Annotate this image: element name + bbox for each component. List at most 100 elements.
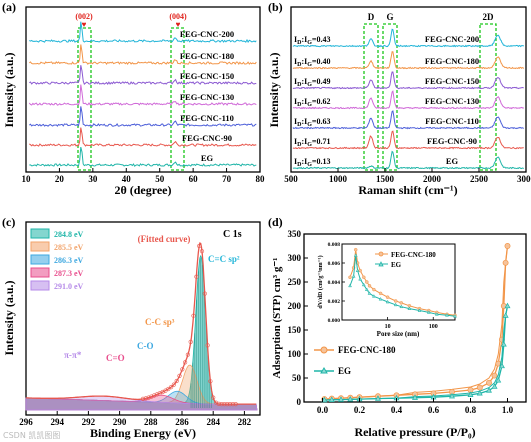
xrd-xtick-label: 50 [155,174,165,184]
xrd-line-feg-cnc-180 [29,44,257,66]
peak-002-highlight [77,27,92,171]
psd-point-eg [407,306,412,310]
psd-point-eg [367,291,372,295]
psd-point-eg [351,274,356,278]
bet-ytick-label: 50 [292,373,302,383]
xps-legend-label-284-8-ev: 284.8 eV [54,230,84,239]
ratio-label-feg-cnc-130: ID:IG=0.62 [294,97,330,108]
panel-b-xlabel: Raman shift (cm⁻¹) [358,183,457,197]
peak-002-label: (002) [75,12,93,21]
xps-xtick-label: 286 [175,417,189,427]
raman-label-feg-cnc-200: FEG-CNC-200 [425,34,479,44]
isotherm-point-eg [502,312,509,318]
panel-d-ylabel: Adsorption (STP) cm³ g⁻¹ [271,258,283,379]
xps-data-point [227,402,233,407]
psd-point-feg-cnc-180 [348,275,352,280]
xps-legend-label-285-5-ev: 285.5 eV [54,243,84,252]
bet-xtick-label: 0.2 [354,405,366,415]
panel-c-label: (c) [2,215,15,229]
isotherm-point-feg-cnc-180 [491,372,498,379]
isotherm-point-eg [338,396,344,402]
ratio-label-feg-cnc-150: ID:IG=0.49 [294,77,330,88]
panel-c-ylabel: Intensity (a.u.) [2,280,16,355]
xps-data-point [146,395,151,400]
psd-point-eg [378,296,383,301]
xrd-label-feg-cnc-90: FEG-CNC-90 [182,133,232,143]
xps-data-point [213,400,219,405]
psd-point-feg-cnc-180 [353,247,358,252]
xps-data-point [194,274,199,279]
inset-ylabel: dV/dD (cm³g⁻¹nm⁻¹) [317,255,324,308]
fitted-curve-label: (Fitted curve) [138,234,191,244]
2d-band-label: 2D [483,12,495,22]
isotherm-point-eg [498,362,505,369]
xrd-xtick-label: 20 [55,174,65,184]
xps-data-point [199,249,205,254]
isotherm-point-eg [476,390,483,396]
raman-xtick-label: 2500 [470,174,489,184]
watermark: CSDN 凯凯图图 [3,430,60,440]
xps-data-point [197,243,202,249]
isotherm-point-feg-cnc-180 [476,384,483,391]
xps-data-point [202,291,207,296]
inset-frame [341,243,456,321]
xps-data-point [222,402,227,407]
psd-point-eg [426,310,431,314]
xps-data-point [143,396,148,401]
legend-label-feg-cnc-180: FEG-CNC-180 [338,345,396,355]
psd-point-eg [364,287,369,291]
xrd-line-eg [29,146,257,167]
bet-xtick-label: 0.0 [317,405,329,415]
xps-data-point [211,395,216,400]
psd-point-eg [417,308,422,312]
d-band-label: D [368,12,375,22]
xps-data-point [205,343,210,348]
isotherm-point-eg [347,396,354,402]
psd-point-eg [434,312,439,316]
xps-fitted-curve [26,242,257,405]
xrd-xtick-label: 70 [222,174,232,184]
xps-xtick-label: 292 [82,417,96,427]
panel-a-label: (a) [2,0,16,14]
isotherm-point-eg [449,392,455,399]
panel-d-xlabel: Relative pressure (P/P₀) [354,425,475,439]
psd-ytick-label: 0.008 [328,242,341,248]
psd-point-eg [358,277,363,281]
bet-xtick-label: 1.0 [502,405,514,415]
psd-ytick-label: 0.004 [328,280,341,286]
peak-label-pi-pi: π-π* [64,350,82,360]
xps-data-point [191,313,196,318]
panel-b-label: (b) [268,0,283,14]
psd-point-eg [453,314,457,318]
ratio-label-feg-cnc-180: ID:IG=0.40 [294,57,330,68]
ratio-label-feg-cnc-110: ID:IG=0.63 [294,117,330,128]
psd-point-eg [399,304,404,309]
raman-xtick-label: 1500 [376,174,395,184]
xrd-line-feg-cnc-90 [29,127,257,147]
ratio-label-feg-cnc-90: ID:IG=0.71 [294,137,330,148]
xps-data-point [183,360,188,365]
panel-a-xrd: (002) (004) ♥ ♥ EG FEG-CNC-90 FEG-CNC-110 F… [2,6,265,197]
raman-label-feg-cnc-130: FEG-CNC-130 [425,96,479,106]
xps-data-point [152,393,157,398]
panel-a-xlabel: 2θ (degree) [114,183,171,197]
panel-a-ylabel: Intensity (a.u.) [2,52,16,127]
psd-point-feg-cnc-180 [393,299,398,303]
ratio-label-eg: ID:IG=0.13 [294,157,330,168]
raman-xtick-label: 1000 [329,174,348,184]
xrd-line-feg-cnc-110 [29,106,257,127]
bet-ytick-label: 250 [288,277,302,287]
xps-xtick-label: 282 [238,417,252,427]
xps-data-point [219,402,224,407]
isotherm-point-feg-cnc-180 [504,243,511,249]
xps-data-point [180,367,185,372]
psd-point-eg [353,253,358,257]
peak-label-c-c-sp3: C-C sp³ [145,317,175,327]
panel-d-label: (d) [268,215,283,229]
ratio-label-feg-cnc-200: ID:IG=0.43 [294,35,330,46]
xrd-label-eg: EG [201,153,214,163]
peak-004-heart-icon: ♥ [176,20,181,29]
raman-label-feg-cnc-180: FEG-CNC-180 [425,56,479,66]
xps-data-point [188,339,193,345]
xps-legend-swatch-284-8-ev [30,228,50,239]
